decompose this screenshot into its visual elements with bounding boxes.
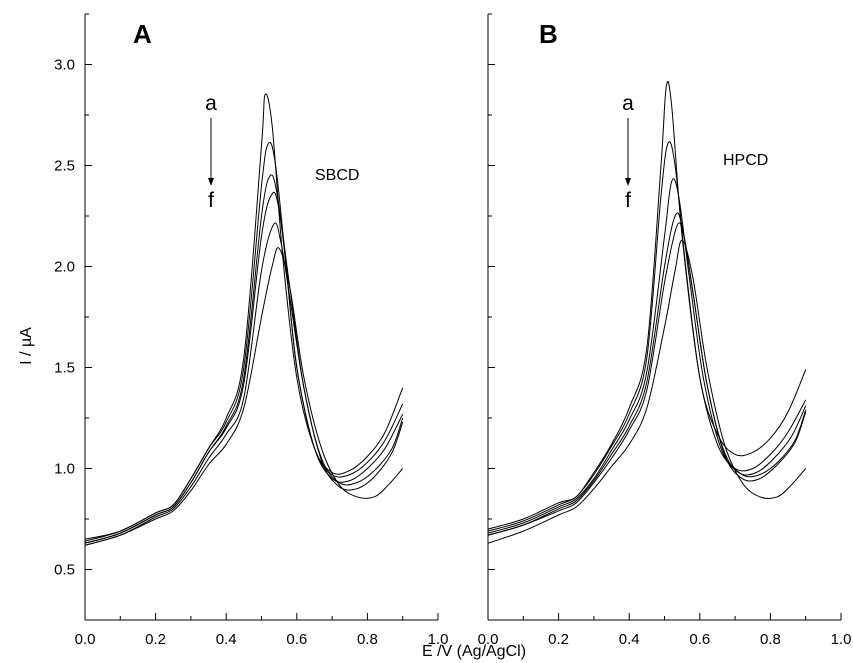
series-line-f bbox=[487, 239, 807, 544]
series-line-e bbox=[487, 222, 807, 536]
x-tick-label: 0.6 bbox=[689, 631, 710, 648]
series-line-f bbox=[84, 247, 404, 546]
arrow-start-label: a bbox=[205, 92, 217, 115]
annotation-label: HPCD bbox=[723, 152, 768, 169]
panel-a: 0.0 0.2 0.4 0.6 0.8 1.0 0.5 1.0 1.5 2.0 2.5 3.0 A SBC… bbox=[54, 13, 449, 648]
x-tick-label: 0.0 bbox=[478, 631, 499, 648]
arrow-end-label: f bbox=[625, 189, 631, 212]
y-axis-title: I / µA bbox=[18, 327, 35, 365]
x-tick-label: 0.4 bbox=[216, 631, 237, 648]
x-tick-label: 0.0 bbox=[75, 631, 96, 648]
series-line-e bbox=[84, 222, 404, 546]
series-line-a bbox=[487, 80, 807, 530]
y-tick-label: 2.0 bbox=[54, 259, 75, 276]
arrow-start-label: a bbox=[622, 92, 634, 115]
panel-b: 0.0 0.2 0.4 0.6 0.8 1.0 B HPCD a f bbox=[478, 13, 852, 648]
arrow-head-icon bbox=[208, 178, 214, 186]
x-tick-label: 1.0 bbox=[428, 631, 449, 648]
x-tick-label: 0.6 bbox=[286, 631, 307, 648]
x-tick-label: 0.8 bbox=[760, 631, 781, 648]
y-tick-label: 0.5 bbox=[54, 562, 75, 579]
x-tick-label: 0.2 bbox=[548, 631, 569, 648]
arrow-head-icon bbox=[625, 178, 631, 186]
series-line-d bbox=[487, 212, 807, 536]
x-tick-label: 0.4 bbox=[619, 631, 640, 648]
panel-label: A bbox=[133, 19, 152, 49]
x-tick-label: 1.0 bbox=[831, 631, 852, 648]
x-tick-label: 0.2 bbox=[145, 631, 166, 648]
series-line-d bbox=[84, 191, 404, 544]
y-tick-label: 3.0 bbox=[54, 57, 75, 74]
series-line-c bbox=[487, 178, 807, 534]
arrow-end-label: f bbox=[208, 189, 214, 212]
series-line-b bbox=[84, 141, 404, 542]
x-tick-label: 0.8 bbox=[357, 631, 378, 648]
y-tick-label: 1.5 bbox=[54, 360, 75, 377]
x-axis-title: E /V (Ag/AgCl) bbox=[422, 643, 526, 660]
series-line-b bbox=[487, 141, 807, 532]
y-tick-label: 1.0 bbox=[54, 461, 75, 478]
panel-label: B bbox=[539, 19, 558, 49]
annotation-label: SBCD bbox=[315, 167, 359, 184]
y-tick-label: 2.5 bbox=[54, 158, 75, 175]
